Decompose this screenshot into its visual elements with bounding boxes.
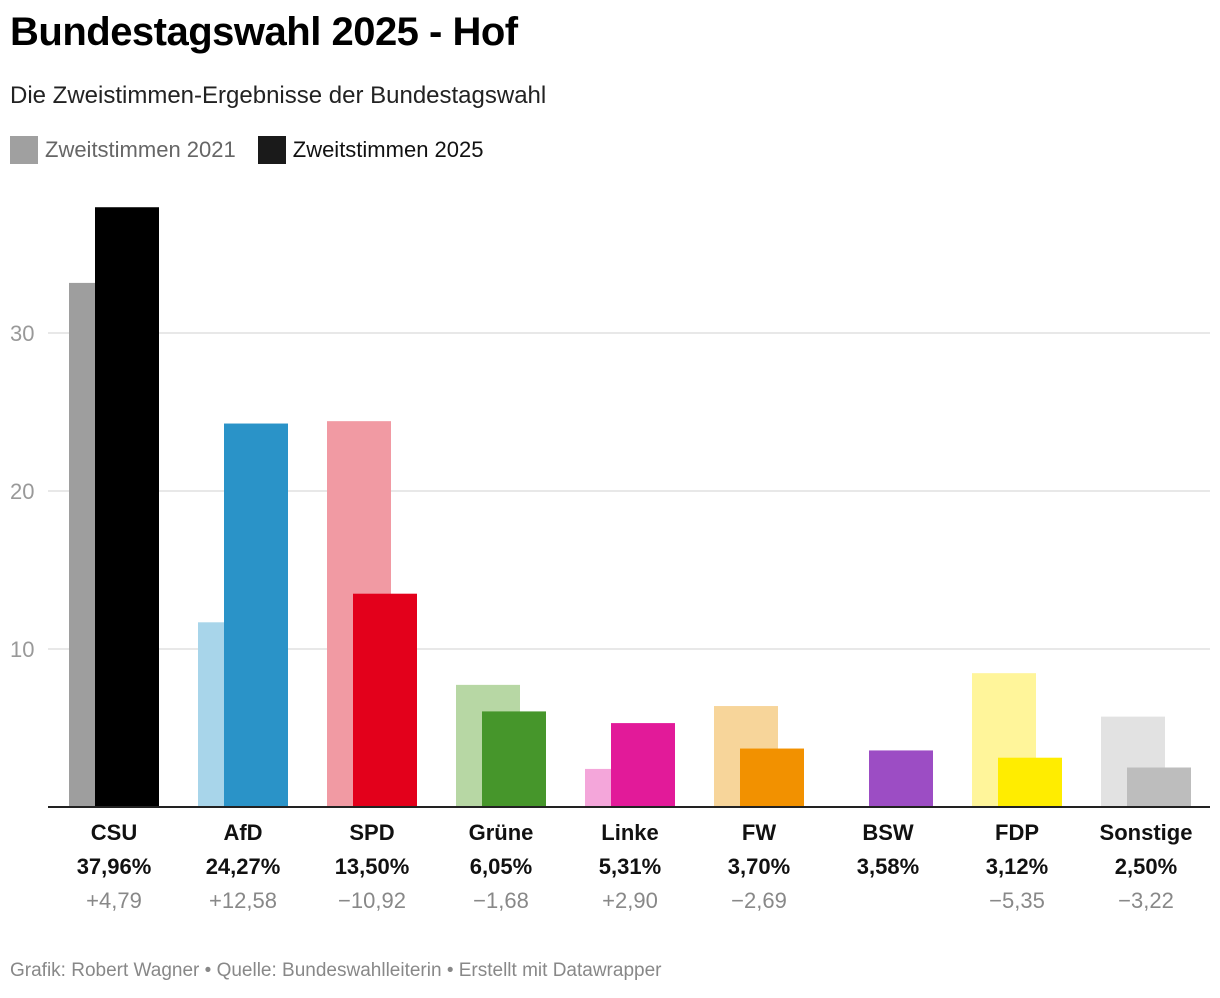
category-label-sonstige: Sonstige (1100, 820, 1193, 845)
legend-label-2025: Zweitstimmen 2025 (292, 137, 484, 162)
change-label-fw: −2,69 (731, 888, 787, 913)
y-tick-label-10: 10 (10, 637, 34, 662)
bar-2025-fw (740, 748, 804, 807)
category-label-linke: Linke (601, 820, 658, 845)
category-label-fw: FW (742, 820, 776, 845)
chart-subtitle: Die Zweistimmen-Ergebnisse der Bundestag… (10, 82, 547, 109)
change-label-afd: +12,58 (209, 888, 277, 913)
category-label-bsw: BSW (862, 820, 914, 845)
value-label-sonstige: 2,50% (1115, 854, 1177, 879)
bar-2025-bsw (869, 750, 933, 807)
chart-title: Bundestagswahl 2025 - Hof (10, 10, 518, 54)
value-label-gr-ne: 6,05% (470, 854, 532, 879)
value-label-afd: 24,27% (206, 854, 281, 879)
legend-item-2021: Zweitstimmen 2021 (10, 136, 236, 164)
y-tick-label-30: 30 (10, 321, 34, 346)
value-label-spd: 13,50% (335, 854, 410, 879)
change-label-spd: −10,92 (338, 888, 406, 913)
bar-2025-fdp (998, 757, 1062, 807)
category-label-afd: AfD (223, 820, 262, 845)
change-label-linke: +2,90 (602, 888, 658, 913)
category-label-csu: CSU (91, 820, 137, 845)
bar-2025-csu (95, 207, 159, 807)
value-label-bsw: 3,58% (857, 854, 919, 879)
change-label-gr-ne: −1,68 (473, 888, 529, 913)
bar-2025-spd (353, 593, 417, 807)
value-label-csu: 37,96% (77, 854, 152, 879)
y-tick-label-20: 20 (10, 479, 34, 504)
footer-credit: Grafik: Robert Wagner • Quelle: Bundeswa… (10, 960, 662, 981)
change-label-sonstige: −3,22 (1118, 888, 1174, 913)
value-label-fw: 3,70% (728, 854, 790, 879)
bar-2025-sonstige (1127, 767, 1191, 807)
legend: Zweitstimmen 2021 Zweitstimmen 2025 (10, 136, 506, 164)
change-label-fdp: −5,35 (989, 888, 1045, 913)
category-label-spd: SPD (349, 820, 394, 845)
value-label-fdp: 3,12% (986, 854, 1048, 879)
value-label-linke: 5,31% (599, 854, 661, 879)
bar-2025-afd (224, 423, 288, 807)
category-label-gr-ne: Grüne (469, 820, 534, 845)
legend-label-2021: Zweitstimmen 2021 (45, 137, 236, 162)
legend-swatch-2025 (257, 136, 286, 164)
bar-2025-linke (611, 723, 675, 807)
legend-swatch-2021 (10, 136, 38, 164)
category-label-fdp: FDP (995, 820, 1039, 845)
bar-2025-gr-ne (482, 711, 546, 807)
legend-item-2025: Zweitstimmen 2025 (257, 136, 484, 164)
change-label-csu: +4,79 (86, 888, 142, 913)
